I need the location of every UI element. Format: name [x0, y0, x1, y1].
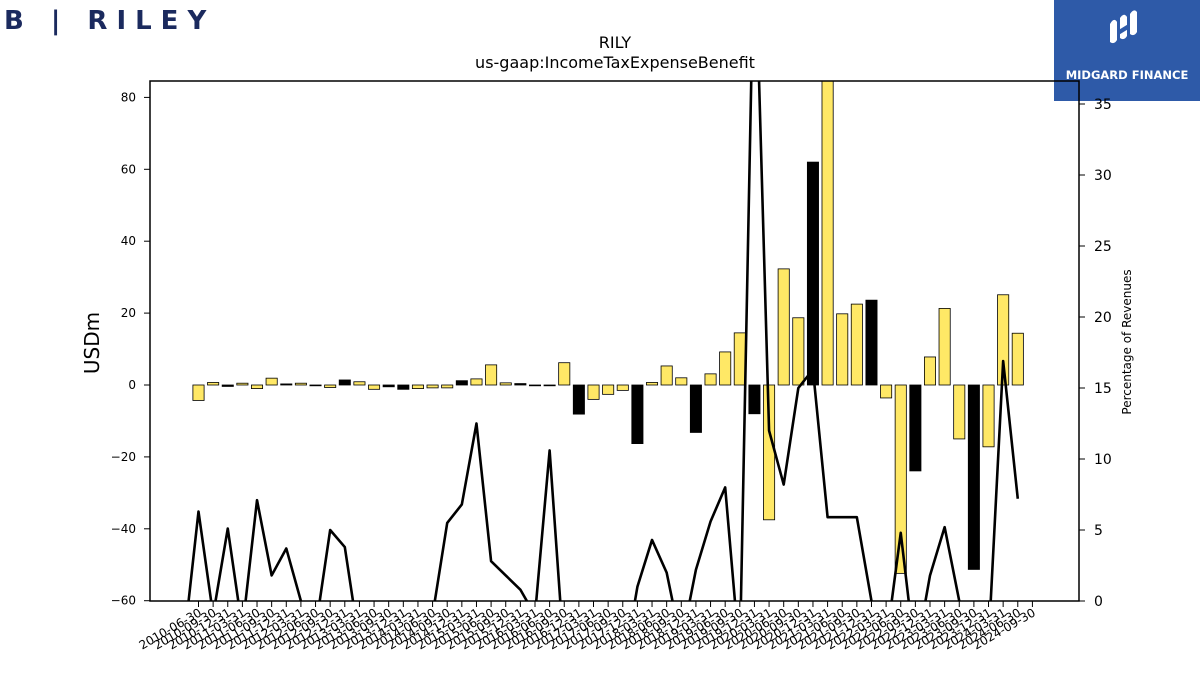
bar	[748, 384, 761, 415]
percentage-line	[187, 81, 1020, 601]
y-tick-label: 20	[121, 306, 136, 320]
bar	[353, 381, 366, 386]
chart-title: RILY	[599, 33, 632, 52]
bar	[280, 383, 293, 386]
bar	[689, 384, 702, 433]
bar	[631, 384, 644, 444]
bar	[1011, 332, 1024, 386]
company-logo: B | RILEY	[0, 0, 206, 46]
y-tick-label: −40	[111, 522, 136, 536]
bar	[397, 384, 410, 390]
bar	[806, 161, 819, 386]
y-tick-label: 0	[128, 378, 136, 392]
plot-frame	[149, 80, 1080, 602]
bar	[909, 384, 922, 472]
bar	[499, 382, 512, 386]
y2-tick-label: 0	[1094, 594, 1103, 610]
bar	[470, 378, 483, 386]
y2-tick-label: 10	[1094, 452, 1112, 468]
bar	[836, 313, 849, 386]
y-axis-label: USDm	[80, 312, 104, 374]
bar	[411, 384, 424, 389]
bar	[587, 384, 600, 400]
y2-tick-label: 5	[1094, 523, 1103, 539]
bar	[265, 377, 278, 386]
bar	[236, 382, 249, 386]
bar	[894, 384, 907, 574]
bar	[719, 351, 732, 386]
y2-tick-label: 25	[1094, 239, 1112, 255]
bar	[514, 383, 527, 386]
company-logo-text: B | RILEY	[4, 6, 216, 36]
y-tick-label: 60	[121, 162, 136, 176]
bar	[821, 81, 834, 386]
y2-axis-label: Percentage of Revenues	[1120, 269, 1134, 414]
bar	[660, 365, 673, 386]
line-series	[187, 81, 1020, 601]
bar	[221, 384, 234, 387]
bar	[192, 384, 205, 401]
bar	[309, 384, 322, 387]
bar	[382, 384, 395, 388]
bar	[294, 382, 307, 386]
bar	[865, 299, 878, 386]
bar	[953, 384, 966, 440]
bar	[982, 384, 995, 448]
bar	[792, 317, 805, 386]
bar	[675, 377, 688, 386]
bar	[704, 373, 717, 386]
bar	[368, 384, 381, 390]
bar	[324, 384, 337, 388]
y2-tick-label: 20	[1094, 310, 1112, 326]
bar	[455, 380, 468, 386]
bar	[967, 384, 980, 570]
bar	[938, 308, 951, 386]
bar	[602, 384, 615, 395]
y2-tick-label: 30	[1094, 168, 1112, 184]
midgard-logo-icon	[1110, 10, 1137, 44]
bar	[850, 303, 863, 386]
axes: −60−40−20020406080051015202530352010-06-…	[111, 90, 1112, 652]
bar	[207, 382, 220, 386]
y-tick-label: 40	[121, 234, 136, 248]
y2-tick-label: 15	[1094, 381, 1112, 397]
bar	[924, 356, 937, 386]
plot-area	[187, 81, 1024, 601]
bar	[733, 332, 746, 386]
bar	[646, 382, 659, 386]
bar	[426, 384, 439, 389]
chart-subtitle: us-gaap:IncomeTaxExpenseBenefit	[475, 53, 755, 72]
bar	[485, 364, 498, 386]
bar	[441, 384, 454, 389]
bar	[616, 384, 629, 391]
bar	[558, 362, 571, 386]
midgard-finance-label: MIDGARD FINANCE	[1065, 68, 1189, 82]
bar	[880, 384, 893, 399]
bar	[572, 384, 585, 415]
y-tick-label: 80	[121, 90, 136, 104]
bar	[543, 384, 556, 387]
bar	[528, 384, 541, 387]
y-tick-label: −60	[111, 594, 136, 608]
y2-tick-label: 35	[1094, 97, 1112, 113]
bar	[338, 379, 351, 386]
bar	[251, 384, 264, 389]
bar	[777, 268, 790, 386]
y-tick-label: −20	[111, 450, 136, 464]
bar-series	[192, 81, 1024, 574]
